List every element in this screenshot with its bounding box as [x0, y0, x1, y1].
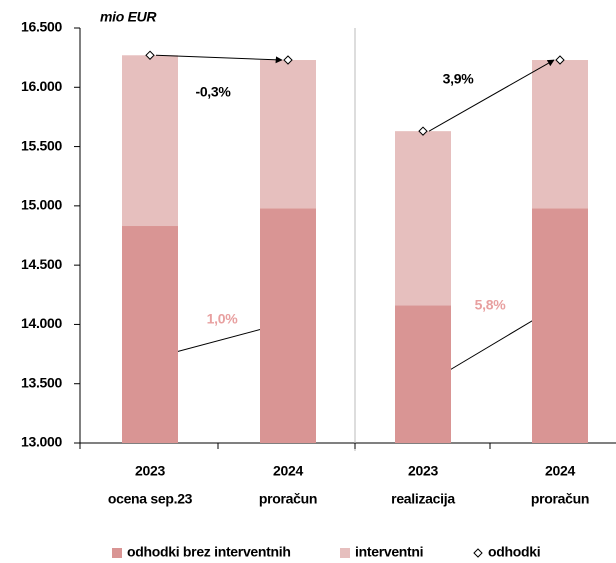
- bar: [395, 305, 451, 443]
- x-tick-label: 2023: [135, 463, 165, 479]
- x-tick-label: proračun: [531, 491, 589, 507]
- x-tick-label: realizacija: [391, 491, 455, 507]
- marker: [555, 55, 565, 65]
- label-bg: [436, 69, 480, 91]
- bar: [260, 208, 316, 443]
- y-tick-label: 15.000: [21, 197, 63, 213]
- arrow: [428, 59, 555, 132]
- arrow: [155, 54, 283, 64]
- x-tick-label: 2023: [408, 463, 438, 479]
- x-tick-label: ocena sep.23: [108, 491, 193, 507]
- bar: [532, 60, 588, 209]
- bar: [532, 208, 588, 443]
- y-tick-label: 15.500: [21, 137, 63, 153]
- annotation: 3,9%: [443, 71, 475, 87]
- x-tick-label: 2024: [545, 463, 575, 479]
- y-tick-label: 13.000: [21, 434, 63, 450]
- marker: [283, 55, 293, 65]
- legend-swatch: [340, 548, 350, 558]
- y-tick-label: 16.000: [21, 78, 63, 94]
- y-tick-label: 13.500: [21, 374, 63, 390]
- annotation: 5,8%: [475, 297, 507, 313]
- label-bg: [190, 82, 236, 104]
- bar: [122, 226, 178, 443]
- unit-label: mio EUR: [100, 9, 157, 25]
- legend-swatch: [112, 548, 122, 558]
- bar: [395, 131, 451, 306]
- marker: [418, 126, 428, 136]
- x-tick-label: 2024: [273, 463, 303, 479]
- y-tick-label: 14.500: [21, 256, 63, 272]
- annotation: -0,3%: [195, 84, 231, 100]
- bar: [260, 60, 316, 209]
- annotation: 1,0%: [207, 311, 239, 327]
- legend-label: interventni: [355, 544, 423, 560]
- x-tick-label: proračun: [259, 491, 317, 507]
- legend-label: odhodki brez interventnih: [127, 544, 291, 560]
- bar: [122, 55, 178, 227]
- marker: [145, 50, 155, 60]
- y-tick-label: 16.500: [21, 19, 63, 35]
- legend-label: odhodki: [488, 544, 540, 560]
- y-tick-label: 14.000: [21, 315, 63, 331]
- legend-swatch: [473, 548, 483, 558]
